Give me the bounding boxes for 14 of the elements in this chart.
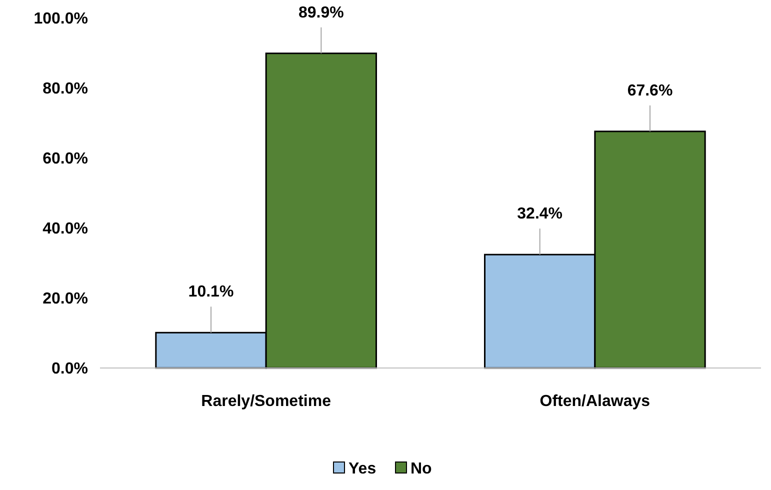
x-tick-label: Rarely/Sometime [201,393,332,410]
text: 67.6% [627,82,673,100]
y-tick-label: 0.0% [52,360,88,378]
text: 10.1% [188,284,234,301]
y-tick-label: 20.0% [42,290,88,308]
y-tick-label: 80.0% [42,80,88,98]
x-tick-label: Often/Alaways [540,393,650,410]
y-tick-label: 40.0% [42,220,88,238]
legend-label: Yes [348,460,376,478]
text: 32.4% [517,206,563,223]
text: 89.9% [298,4,344,22]
y-tick-label: 100.0% [34,10,88,28]
legend-label: No [410,460,432,478]
y-tick-label: 60.0% [42,150,88,168]
